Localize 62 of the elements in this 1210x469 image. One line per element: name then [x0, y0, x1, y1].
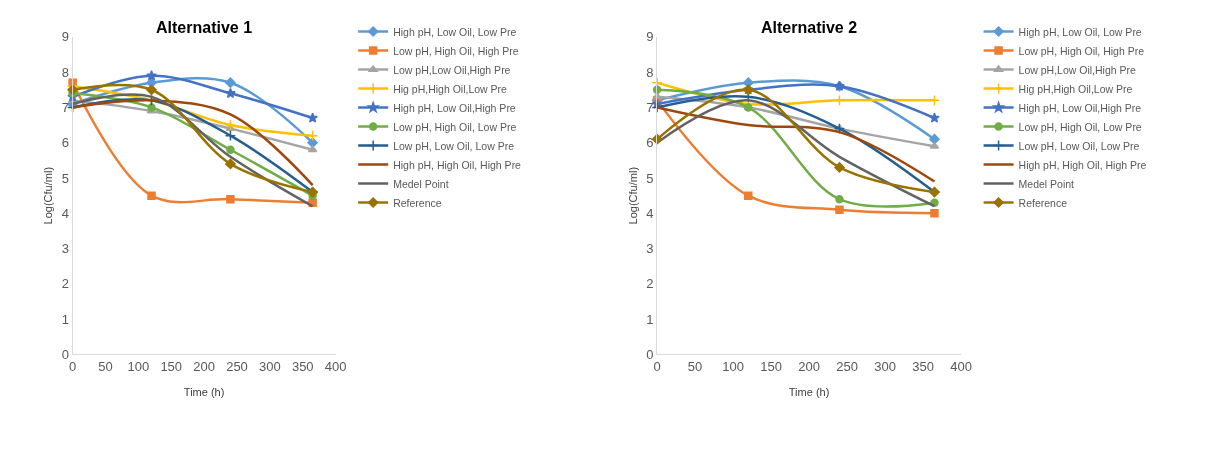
- legend-label: Medel Point: [393, 177, 449, 190]
- chart-title: Alternative 2: [761, 19, 858, 36]
- y-tick-label: 4: [61, 205, 69, 221]
- x-tick-label: 250: [226, 359, 248, 375]
- y-tick-label: 7: [646, 99, 654, 115]
- x-tick-label: 150: [760, 359, 782, 375]
- legend-label: High pH, Low Oil,High Pre: [1018, 101, 1142, 114]
- x-tick-label: 400: [950, 359, 972, 375]
- x-tick-label: 400: [324, 359, 347, 375]
- y-tick-label: 6: [646, 135, 654, 151]
- y-axis-title: Log(Cfu/ml): [626, 166, 639, 225]
- x-tick-label: 350: [291, 359, 314, 375]
- legend-label: Low pH,Low Oil,High Pre: [393, 63, 511, 76]
- legend-label: Low pH,Low Oil,High Pre: [1018, 63, 1137, 76]
- legend-label: High pH, High Oil, High Pre: [1018, 158, 1147, 171]
- y-tick-label: 5: [646, 170, 654, 186]
- y-tick-label: 1: [646, 311, 654, 327]
- x-tick-label: 100: [722, 359, 744, 375]
- x-tick-label: 300: [874, 359, 896, 375]
- y-tick-label: 0: [646, 347, 654, 362]
- x-tick-label: 200: [193, 359, 215, 375]
- legend-label: High pH, Low Oil, Low Pre: [1018, 25, 1142, 38]
- legend-label: Medel Point: [1018, 177, 1075, 190]
- x-tick-label: 50: [98, 359, 113, 375]
- legend-label: Hig pH,High Oil,Low Pre: [1018, 82, 1133, 95]
- y-tick-label: 2: [61, 276, 69, 292]
- x-tick-label: 300: [259, 359, 281, 375]
- legend-label: Low pH, High Oil, Low Pre: [1018, 120, 1142, 133]
- x-axis-title: Time (h): [788, 386, 830, 399]
- y-tick-label: 7: [61, 99, 69, 115]
- legend-label: High pH, High Oil, High Pre: [393, 158, 522, 171]
- y-tick-label: 2: [646, 276, 654, 292]
- x-tick-label: 200: [798, 359, 820, 375]
- x-tick-label: 250: [836, 359, 858, 375]
- y-tick-label: 4: [646, 205, 654, 221]
- y-tick-label: 9: [646, 29, 654, 45]
- y-tick-label: 0: [61, 347, 69, 362]
- legend-label: Low pH, Low Oil, Low Pre: [393, 139, 515, 152]
- legend-label: Reference: [393, 196, 442, 209]
- x-tick-label: 150: [160, 359, 183, 375]
- legend-label: High pH, Low Oil, Low Pre: [393, 25, 517, 38]
- legend-label: Low pH, Low Oil, Low Pre: [1018, 139, 1140, 152]
- y-tick-label: 9: [61, 29, 69, 45]
- y-tick-label: 3: [646, 241, 654, 257]
- chart-title: Alternative 1: [156, 19, 253, 36]
- legend-label: Low pH, High Oil, High Pre: [393, 44, 519, 57]
- x-tick-label: 50: [687, 359, 703, 375]
- y-tick-label: 5: [61, 170, 69, 186]
- y-tick-label: 3: [61, 241, 69, 257]
- legend-label: Low pH, High Oil, High Pre: [1018, 44, 1145, 57]
- x-tick-label: 350: [912, 359, 934, 375]
- x-tick-label: 100: [127, 359, 150, 375]
- legend-label: Low pH, High Oil, Low Pre: [393, 120, 517, 133]
- y-axis-title: Log(Cfu/ml): [42, 166, 55, 225]
- x-axis-title: Time (h): [183, 386, 225, 399]
- legend-label: Reference: [1018, 196, 1068, 209]
- y-tick-label: 6: [61, 135, 69, 151]
- legend-label: High pH, Low Oil,High Pre: [393, 101, 516, 114]
- legend-label: Hig pH,High Oil,Low Pre: [393, 82, 508, 95]
- y-tick-label: 8: [646, 64, 654, 80]
- y-tick-label: 1: [61, 311, 69, 327]
- y-tick-label: 8: [61, 64, 69, 80]
